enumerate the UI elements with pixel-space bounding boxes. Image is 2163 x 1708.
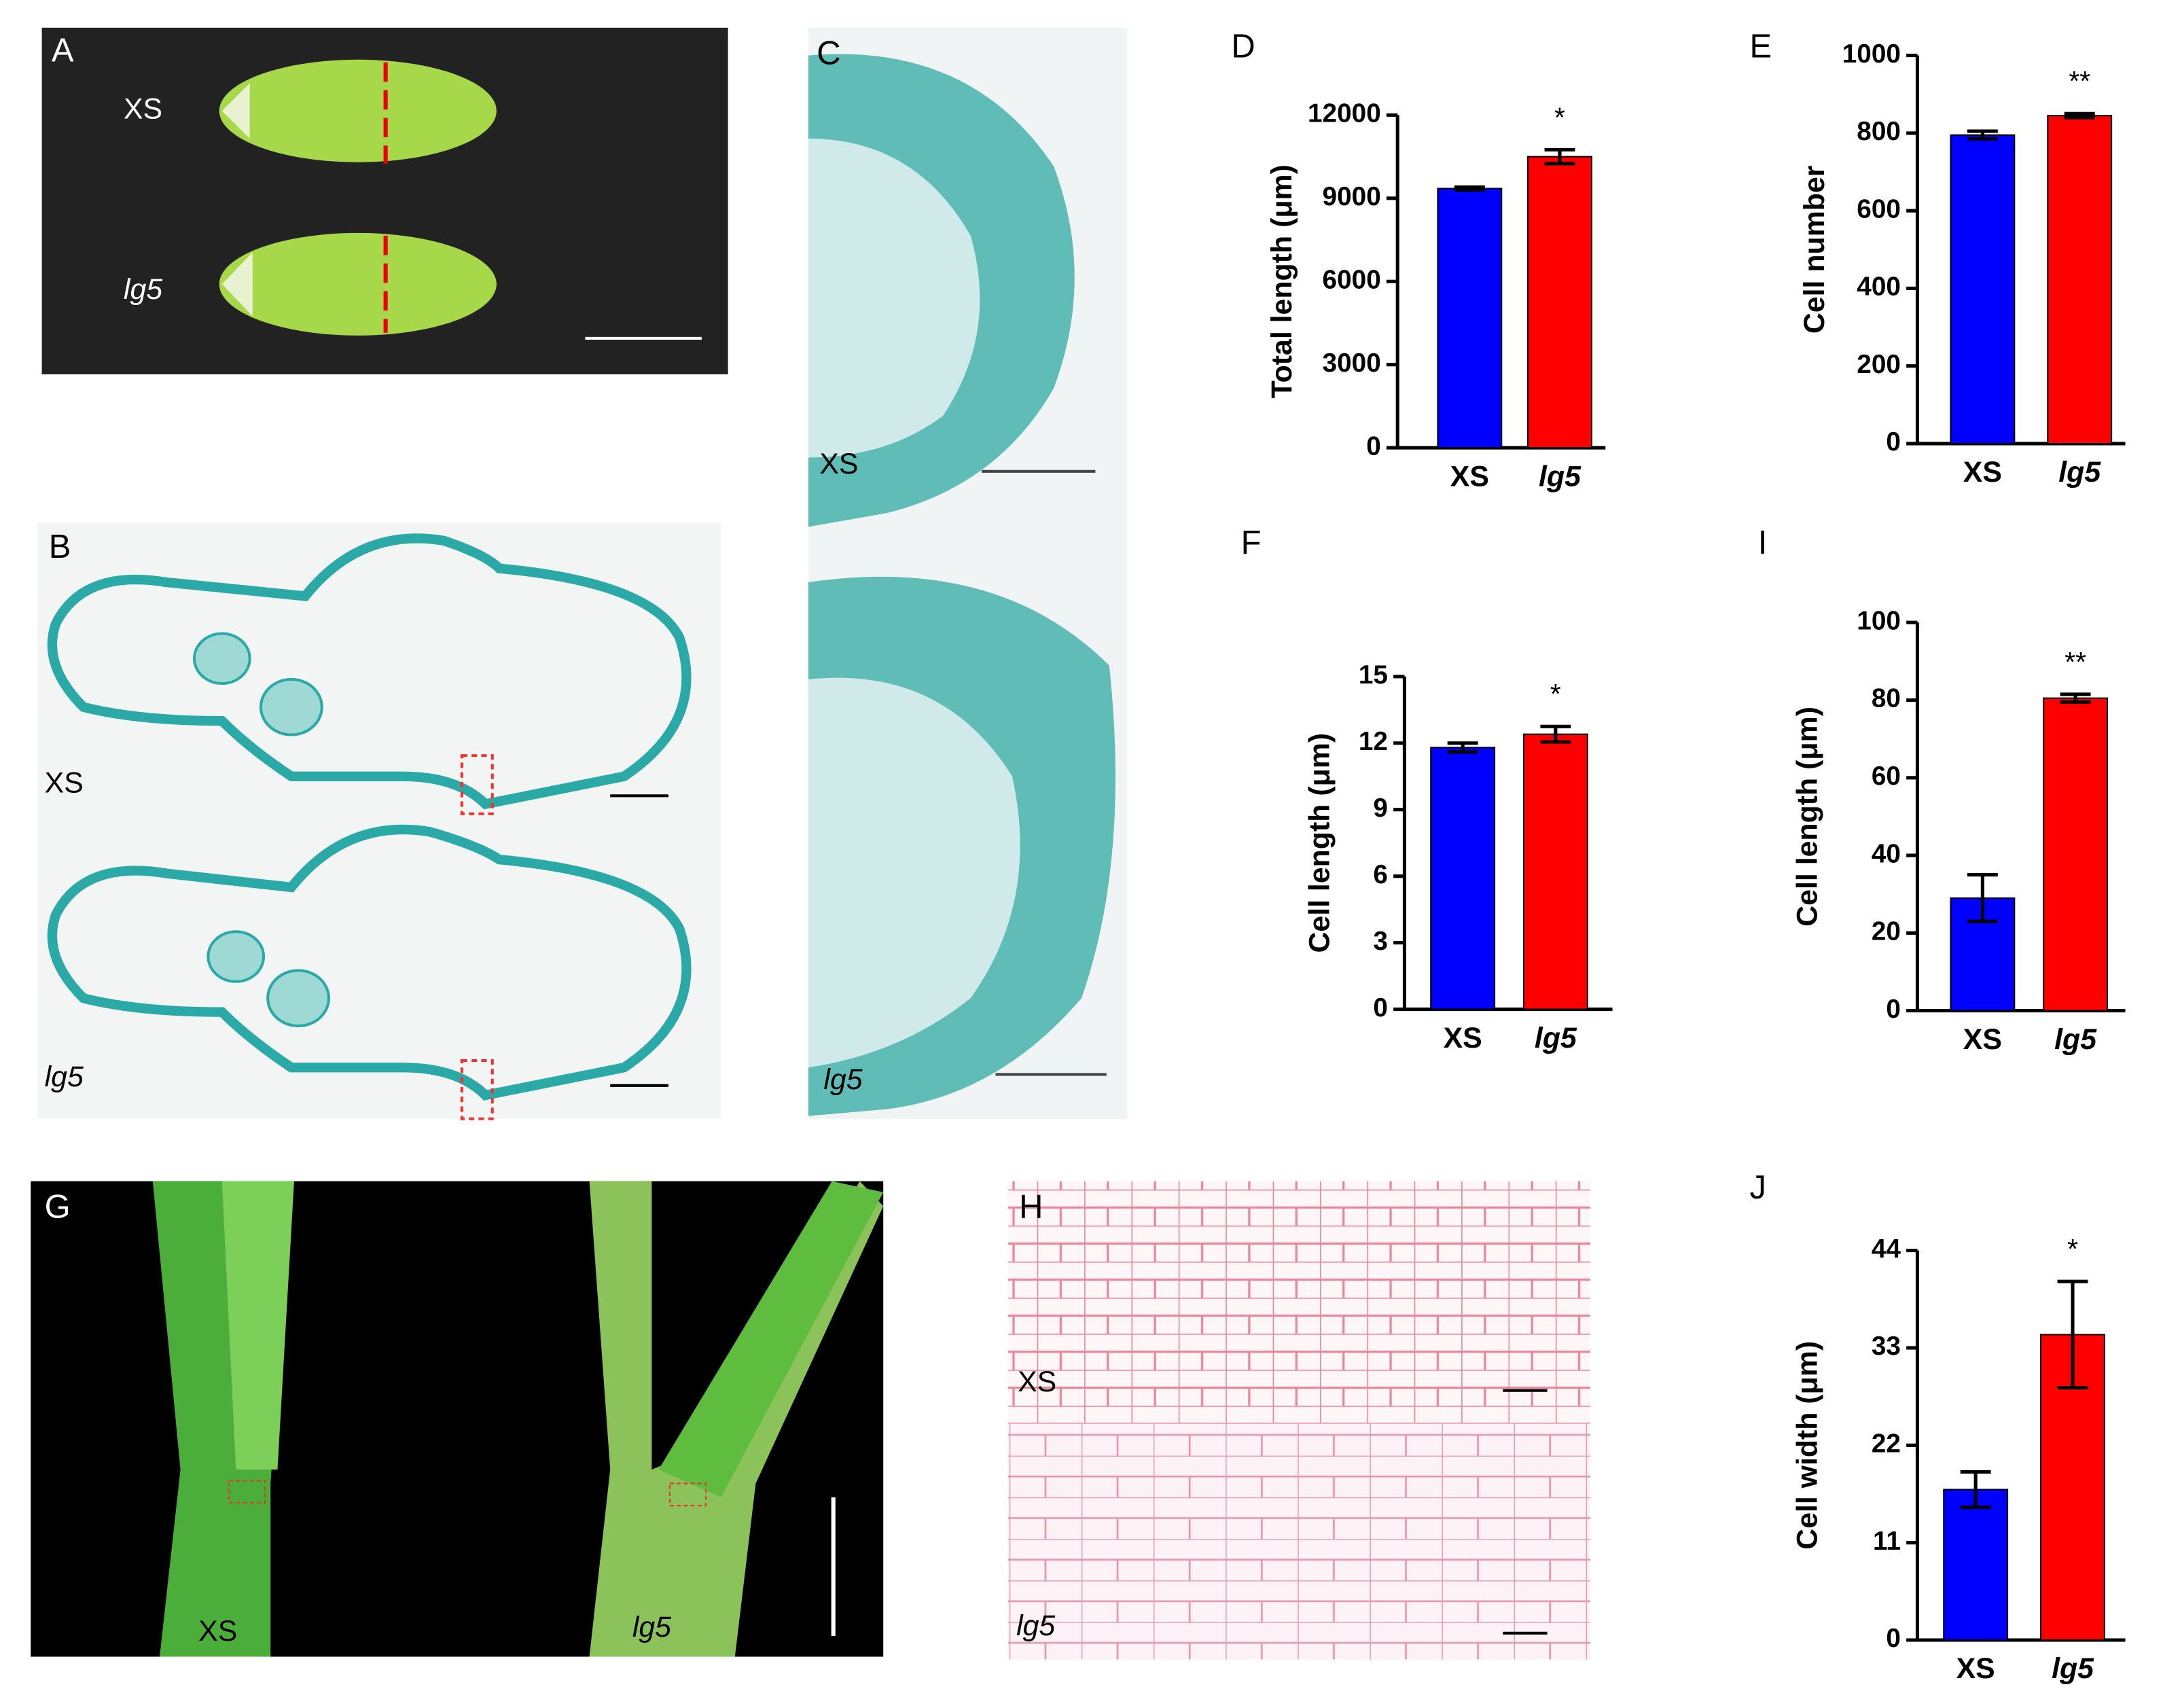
y-tick-label: 40: [1872, 839, 1901, 868]
x-tick-label: lg5: [2052, 1652, 2094, 1685]
y-axis-title: Cell length (μm): [1303, 733, 1336, 953]
bar: [1943, 1489, 2009, 1641]
photo-b: B XS lg5: [37, 522, 721, 1120]
photo-h: H XS lg5: [1007, 1181, 1590, 1660]
sample-label: XS: [198, 1615, 237, 1648]
sample-label: lg5: [823, 1063, 862, 1096]
error-bar: [1540, 724, 1571, 744]
y-axis-title: Cell width (μm): [1791, 1341, 1824, 1550]
error-bar: [2057, 1279, 2088, 1390]
sample-label: lg5: [124, 273, 162, 306]
x-tick-label: lg5: [1535, 1022, 1577, 1054]
y-tick-label: 1000: [1842, 39, 1901, 69]
y-tick-label: 0: [1886, 1624, 1901, 1653]
significance-label: *: [1550, 678, 1561, 709]
panel-label: E: [1750, 28, 1772, 65]
y-tick-label: 0: [1373, 993, 1388, 1022]
bar: [1950, 134, 2016, 445]
sample-label: lg5: [632, 1611, 671, 1643]
y-axis-title: Cell number: [1798, 165, 1831, 334]
sample-label: XS: [1018, 1366, 1056, 1398]
x-tick-label: lg5: [2058, 456, 2101, 488]
y-tick-label: 6: [1373, 860, 1388, 889]
sample-label: XS: [45, 766, 84, 799]
significance-label: *: [1554, 101, 1565, 132]
bar: [1430, 747, 1496, 1010]
y-tick-label: 3000: [1323, 349, 1381, 378]
error-bar: [2060, 692, 2091, 704]
bar: [2047, 115, 2113, 445]
sample-label: XS: [819, 448, 858, 480]
y-tick-label: 600: [1857, 194, 1901, 224]
y-tick-label: 800: [1857, 117, 1901, 146]
y-tick-label: 80: [1872, 684, 1901, 713]
panel-label: A: [52, 32, 74, 69]
bar: [1522, 733, 1588, 1010]
y-tick-label: 9000: [1323, 182, 1381, 211]
bar: [1527, 156, 1592, 449]
y-tick-label: 11: [1873, 1527, 1901, 1556]
y-tick-label: 0: [1886, 427, 1901, 457]
y-tick-label: 20: [1872, 917, 1901, 946]
panel-label: H: [1019, 1188, 1043, 1225]
x-tick-label: XS: [1963, 456, 2002, 488]
significance-label: **: [2069, 65, 2090, 96]
chart: F Cell length (μm) 0 3 6 9 12 15 XS lg5 *: [1241, 524, 1613, 1054]
chart: E Cell number 0 200 400 600 800 1000 XS lg5 **: [1750, 28, 2126, 488]
panel-label: B: [49, 529, 71, 565]
panel-label: D: [1231, 28, 1255, 65]
y-tick-label: 100: [1857, 606, 1901, 635]
panel-label: C: [817, 35, 840, 72]
x-tick-label: XS: [1956, 1652, 1995, 1685]
sample-label: lg5: [1016, 1609, 1055, 1642]
x-tick-label: lg5: [1539, 460, 1581, 493]
y-tick-label: 44: [1872, 1234, 1901, 1264]
bar: [1437, 188, 1503, 449]
y-axis-title: Total length (μm): [1266, 164, 1298, 398]
error-bar: [1960, 1470, 1991, 1510]
y-tick-label: 6000: [1323, 265, 1381, 294]
y-axis-title: Cell length (μm): [1791, 707, 1824, 927]
y-tick-label: 12: [1359, 727, 1388, 756]
error-bar: [1544, 147, 1575, 166]
y-tick-label: 0: [1886, 995, 1901, 1024]
y-tick-label: 15: [1359, 660, 1388, 690]
chart: D Total length (μm) 0 3000 6000 9000 12000 XS lg…: [1231, 28, 1606, 493]
y-tick-label: 60: [1872, 762, 1901, 791]
y-tick-label: 3: [1373, 927, 1388, 956]
sample-label: lg5: [45, 1061, 84, 1093]
x-tick-label: lg5: [2054, 1023, 2097, 1056]
y-tick-label: 22: [1872, 1429, 1901, 1459]
y-tick-label: 33: [1872, 1332, 1901, 1361]
error-bar: [1454, 185, 1485, 192]
x-tick-label: XS: [1450, 460, 1489, 493]
bar: [2043, 697, 2109, 1012]
photo-g: G XS lg5: [31, 1181, 884, 1657]
significance-label: *: [2067, 1233, 2078, 1264]
y-tick-label: 9: [1373, 794, 1388, 823]
error-bar: [1447, 741, 1478, 754]
sample-label: XS: [124, 93, 162, 126]
panel-label: J: [1750, 1169, 1766, 1206]
photo-c: C XS lg5: [808, 27, 1128, 1119]
y-tick-label: 0: [1366, 431, 1381, 461]
error-bar: [1967, 129, 1998, 141]
error-bar: [2064, 111, 2095, 120]
error-bar: [1967, 873, 1998, 923]
panel-label: I: [1758, 524, 1768, 561]
y-tick-label: 12000: [1308, 99, 1381, 128]
chart: I Cell length (μm) 0 20 40 60 80 100 XS lg5 **: [1758, 524, 2126, 1056]
panel-label: F: [1241, 524, 1262, 561]
x-tick-label: XS: [1963, 1023, 2002, 1056]
x-tick-label: XS: [1444, 1022, 1482, 1054]
y-tick-label: 400: [1857, 272, 1901, 302]
chart: J Cell width (μm) 0 11 22 33 44 XS lg5 *: [1750, 1169, 2126, 1685]
y-tick-label: 200: [1857, 350, 1901, 379]
significance-label: **: [2064, 646, 2086, 677]
panel-label: G: [45, 1188, 71, 1225]
photo-a: A XS lg5: [41, 27, 728, 374]
